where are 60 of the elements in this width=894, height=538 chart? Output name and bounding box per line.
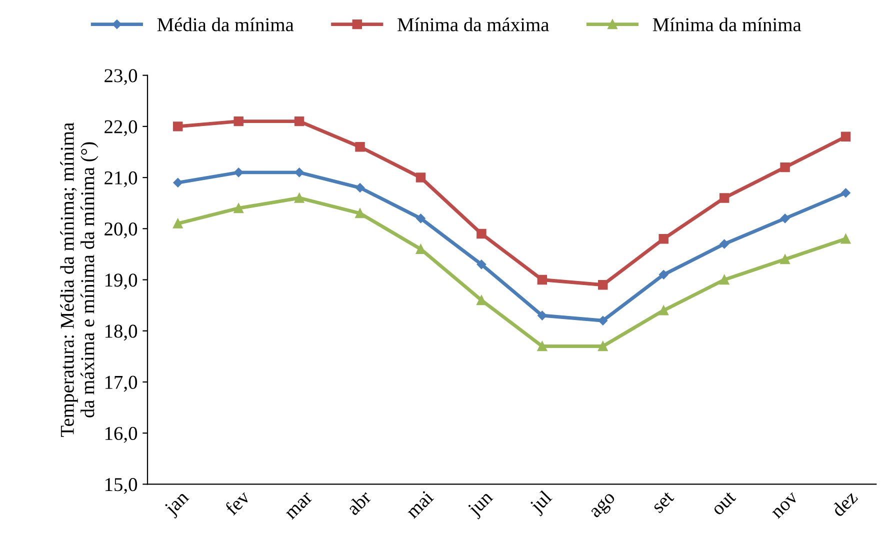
point — [780, 162, 790, 172]
point — [294, 193, 304, 203]
point — [719, 274, 730, 285]
y-tick-label: 15,0 — [105, 478, 138, 494]
point — [476, 260, 486, 270]
point — [234, 168, 244, 178]
y-tick-label: 19,0 — [105, 274, 138, 290]
point — [173, 178, 182, 188]
y-tick-label: 17,0 — [105, 376, 138, 392]
x-tick-label: mai — [404, 490, 434, 520]
point — [841, 188, 850, 198]
point — [173, 218, 183, 228]
legend-label: Média da mínima — [157, 18, 294, 32]
point — [719, 193, 730, 203]
x-tick-label: set — [652, 490, 675, 514]
x-tick-label: mar — [286, 492, 314, 520]
x-tick-label: dez — [830, 489, 858, 518]
point — [234, 116, 244, 126]
point — [355, 208, 365, 218]
point — [840, 234, 851, 244]
legend-label: Mínima da máxima — [398, 18, 550, 32]
point — [598, 341, 608, 352]
y-tick-label: 18,0 — [105, 324, 138, 341]
point — [537, 274, 548, 285]
point — [658, 234, 668, 244]
y-axis-title: Temperatura: Média da mínima; mínima da máxima e mínima da mínima (°) — [60, 122, 98, 437]
point — [234, 203, 244, 214]
point — [598, 316, 608, 326]
point — [538, 310, 547, 320]
y-tick-label: 23,0 — [104, 69, 138, 86]
x-tick-label: out — [712, 490, 736, 516]
point — [537, 341, 548, 352]
x-tick-label: nov — [772, 492, 799, 520]
x-tick-label: fev — [224, 488, 251, 516]
point — [173, 122, 183, 132]
y-tick-label: 22,0 — [104, 120, 138, 136]
legend-label: Mínima da mínima — [652, 18, 802, 32]
x-tick-label: abr — [345, 489, 372, 516]
point — [476, 295, 486, 306]
point — [294, 116, 304, 126]
point — [780, 214, 790, 224]
point — [658, 306, 668, 316]
x-tick-label: jul — [528, 489, 556, 516]
x-tick-label: ago — [590, 492, 619, 521]
point — [840, 132, 851, 142]
point — [355, 142, 365, 152]
x-tick-label: jun — [466, 490, 496, 520]
point — [720, 239, 729, 249]
point — [658, 270, 668, 280]
point — [416, 214, 426, 224]
y-tick-label: 16,0 — [105, 426, 138, 443]
point — [355, 183, 365, 192]
point — [476, 228, 486, 239]
y-tick-label: 21,0 — [104, 171, 138, 188]
y-tick-label: 20,0 — [104, 222, 138, 238]
point — [598, 280, 608, 290]
x-tick-label: jan — [163, 490, 192, 519]
point — [416, 172, 426, 182]
point — [294, 168, 304, 178]
point — [780, 254, 790, 264]
